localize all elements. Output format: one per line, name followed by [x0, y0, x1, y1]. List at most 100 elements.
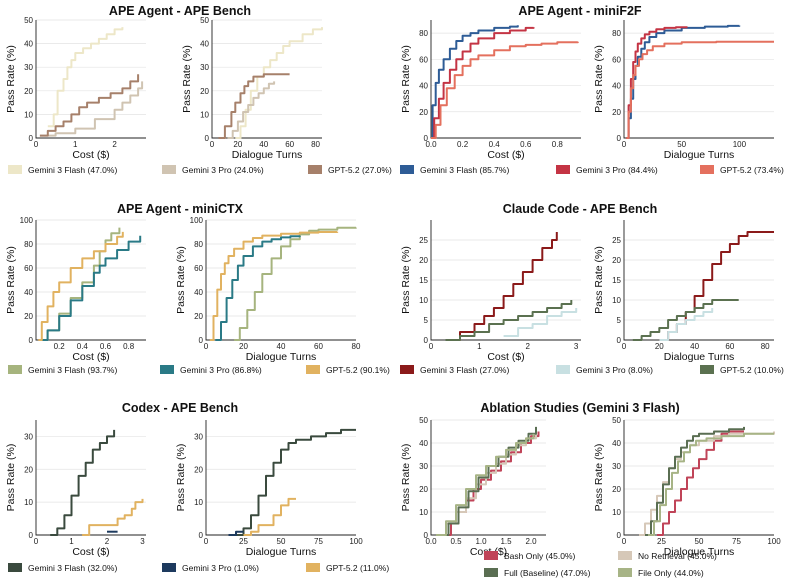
legend-swatch [306, 365, 320, 374]
y-tick-label: 0 [199, 336, 204, 345]
y-tick-label: 80 [24, 240, 33, 249]
y-axis-label: Pass Rate (%) [400, 246, 412, 314]
y-tick-label: 20 [419, 256, 428, 265]
y-tick-label: 25 [419, 236, 428, 245]
legend-label: GPT-5.2 (90.1%) [326, 365, 390, 375]
axis-spines [430, 420, 546, 536]
x-tick-label: 20 [239, 342, 248, 351]
y-tick-label: 0 [617, 531, 622, 540]
series-line-file-only [648, 432, 774, 536]
x-axis-label: Dialogue Turns [246, 351, 317, 363]
subplot-cost: 0 10 20 30 0 1 2 3 Cost ($) Pass Rate (%) [5, 420, 146, 558]
x-tick-label: 0 [34, 140, 39, 149]
x-tick-label: 20 [655, 342, 664, 351]
legend-item: Gemini 3 Pro (8.0%) [556, 365, 653, 375]
y-tick-label: 10 [419, 508, 428, 517]
series-line-gemini-3-pro [431, 26, 535, 139]
y-tick-label: 50 [24, 16, 33, 25]
x-tick-label: 40 [259, 140, 268, 149]
panel-claude-code-ape-bench: Claude Code - APE Bench 0 5 10 15 20 25 0 1 2 3 Cos… [400, 202, 784, 375]
legend-item: GPT-5.2 (73.4%) [700, 165, 784, 175]
legend-item: Bash Only (45.0%) [484, 551, 576, 561]
axis-spines [623, 420, 774, 536]
subplot-turns: 0 20 40 60 80 100 0 20 40 60 80 Dialogue Turns Pass … [175, 216, 361, 363]
y-tick-label: 60 [194, 264, 203, 273]
y-tick-label: 10 [419, 296, 428, 305]
panel-title: APE Agent - miniF2F [518, 4, 642, 18]
x-tick-label: 0 [34, 537, 39, 546]
legend-label: Gemini 3 Flash (47.0%) [28, 165, 117, 175]
axis-spines [35, 20, 146, 139]
legend-label: Full (Baseline) (47.0%) [504, 568, 591, 578]
x-tick-label: 2 [105, 537, 110, 546]
y-tick-label: 15 [612, 276, 621, 285]
y-tick-label: 60 [419, 55, 428, 64]
y-tick-label: 30 [612, 462, 621, 471]
legend-item: Full (Baseline) (47.0%) [484, 568, 591, 578]
legend-item: GPT-5.2 (10.0%) [700, 365, 784, 375]
series-line-full-baseline- [645, 426, 745, 536]
x-tick-label: 0.2 [54, 342, 66, 351]
legend-swatch [618, 568, 632, 577]
legend-item: Gemini 3 Flash (85.7%) [400, 165, 509, 175]
legend: Gemini 3 Flash (93.7%) Gemini 3 Pro (86.8… [8, 365, 390, 375]
x-tick-label: 0 [204, 342, 209, 351]
y-tick-label: 30 [200, 63, 209, 72]
y-tick-label: 20 [24, 312, 33, 321]
series-line-gemini-3-flash [626, 24, 741, 139]
y-tick-label: 50 [612, 416, 621, 425]
x-tick-label: 50 [277, 537, 286, 546]
legend-label: Gemini 3 Flash (27.0%) [420, 365, 509, 375]
y-axis-label: Pass Rate (%) [5, 45, 17, 113]
y-tick-label: 80 [194, 240, 203, 249]
legend-item: GPT-5.2 (27.0%) [308, 165, 392, 175]
x-axis-label: Cost ($) [487, 351, 524, 363]
series-line-gemini-3-flash [234, 226, 357, 341]
y-axis-label: Pass Rate (%) [5, 444, 17, 512]
x-tick-label: 1 [69, 537, 74, 546]
x-tick-label: 0 [210, 140, 215, 149]
series-line-gemini-3-flash [235, 27, 323, 139]
x-tick-label: 100 [767, 537, 781, 546]
subplot-cost: 0 5 10 15 20 25 0 1 2 3 Cost ($) Pass Rate (%) [400, 220, 581, 363]
axis-spines [430, 20, 581, 139]
subplot-turns: 0 5 10 15 20 25 0 20 40 60 80 Dialogue Turns Pass Ra… [593, 220, 774, 363]
legend-item: File Only (44.0%) [618, 568, 704, 578]
x-axis-label: Dialogue Turns [246, 546, 317, 558]
series-line-file-only [436, 433, 535, 536]
legend-label: Gemini 3 Flash (85.7%) [420, 165, 509, 175]
y-axis-label: Pass Rate (%) [175, 246, 187, 314]
y-tick-label: 20 [612, 256, 621, 265]
series-line-gemini-3-pro [40, 235, 142, 341]
series-line-gpt-5-2 [218, 73, 290, 139]
legend-label: GPT-5.2 (10.0%) [720, 365, 784, 375]
legend-item: No Retrieval (45.0%) [618, 551, 717, 561]
legend: Gemini 3 Flash (85.7%) Gemini 3 Pro (84.4… [400, 165, 784, 175]
x-tick-label: 75 [732, 537, 741, 546]
legend-label: Gemini 3 Pro (8.0%) [576, 365, 653, 375]
legend-swatch [306, 563, 320, 572]
legend-swatch [308, 165, 322, 174]
x-tick-label: 0.2 [457, 140, 469, 149]
legend: Gemini 3 Flash (47.0%) Gemini 3 Pro (24.0… [8, 165, 392, 175]
x-axis-label: Dialogue Turns [664, 351, 735, 363]
x-tick-label: 80 [352, 342, 361, 351]
legend-label: GPT-5.2 (73.4%) [720, 165, 784, 175]
x-tick-label: 50 [677, 140, 686, 149]
y-tick-label: 5 [617, 316, 622, 325]
series-line-gemini-3-flash [50, 429, 116, 536]
y-axis-label: Pass Rate (%) [181, 45, 193, 113]
x-tick-label: 60 [725, 342, 734, 351]
x-tick-label: 0 [622, 537, 627, 546]
y-tick-label: 20 [24, 87, 33, 96]
x-tick-label: 0 [622, 140, 627, 149]
y-tick-label: 0 [424, 531, 429, 540]
x-tick-label: 100 [733, 140, 747, 149]
panel-codex-ape-bench: Codex - APE Bench 0 10 20 30 0 1 2 3 Cost ($) Pass… [5, 401, 389, 573]
legend: Gemini 3 Flash (27.0%) Gemini 3 Pro (8.0%… [400, 365, 784, 375]
y-tick-label: 60 [612, 55, 621, 64]
y-tick-label: 40 [200, 40, 209, 49]
series-line-gemini-3-pro [659, 308, 714, 341]
